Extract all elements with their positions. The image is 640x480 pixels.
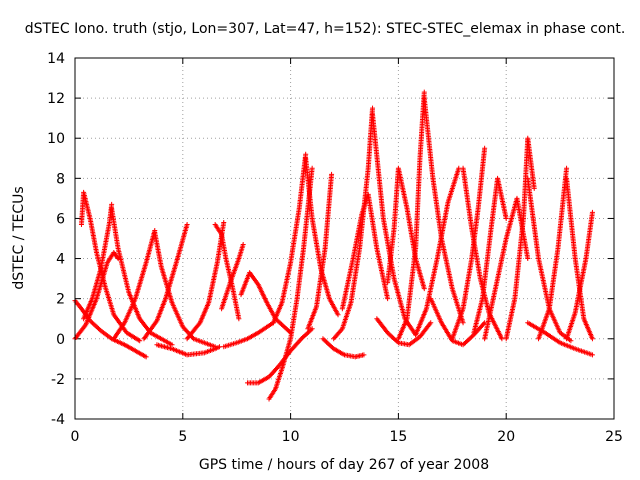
data-point [137,338,143,344]
plot-frame [74,57,615,420]
x-tick-label: 5 [178,429,187,445]
data-point [184,221,190,227]
data-point [589,352,595,358]
series-29 [449,145,488,342]
data-point [568,338,574,344]
series-marks [72,89,595,402]
series-26 [421,95,466,326]
data-point [589,336,595,342]
data-point [460,320,466,326]
series-30 [460,165,505,342]
series-23 [385,165,427,292]
data-point [564,165,570,171]
y-axis-label: dSTEC / TECUs [11,186,27,289]
data-point [143,354,149,360]
series-20 [320,336,367,360]
x-tick-label: 15 [389,429,407,445]
y-tick-label: 14 [47,51,65,67]
data-point [525,256,531,262]
series-18 [305,171,335,332]
data-point [216,344,222,350]
y-tick-label: 2 [56,292,65,308]
series-5 [111,227,158,342]
series-21 [339,191,391,312]
data-point [236,316,242,322]
data-point [361,352,367,358]
x-tick-label: 0 [71,429,80,445]
series-24 [374,316,434,348]
data-point [589,209,595,215]
series-27 [413,165,462,338]
data-point [221,219,227,225]
data-point [335,312,341,318]
series-8 [154,342,222,358]
series-11 [221,320,276,350]
data-point [421,286,427,292]
y-tick-label: -2 [51,372,65,388]
data-point [309,165,315,171]
data-point [329,171,335,177]
series-13 [238,270,294,336]
series-37 [564,209,595,342]
y-tick-label: 10 [47,131,65,147]
y-tick-label: 12 [47,91,65,107]
series-6 [152,229,218,350]
series-35 [536,165,570,342]
x-tick-label: 10 [282,429,300,445]
series-9 [212,221,242,322]
data-point [421,89,427,95]
series-15 [266,165,315,402]
series-28 [428,296,488,348]
series-38 [525,320,595,358]
x-tick-label: 25 [605,429,623,445]
data-point [499,336,505,342]
data-point [370,105,376,111]
y-tick-label: 8 [56,171,65,187]
series-12 [219,242,246,312]
data-point [428,320,434,326]
data-point [309,326,315,332]
series-31 [471,175,509,336]
series-16 [270,151,309,326]
series-1 [72,250,121,342]
data-point [240,242,246,248]
x-axis-label: GPS time / hours of day 267 of year 2008 [199,457,489,473]
x-tick-label: 20 [497,429,515,445]
y-tick-label: 4 [56,252,65,268]
chart-title: dSTEC Iono. truth (stjo, Lon=307, Lat=47… [25,21,626,37]
series-17 [303,155,341,318]
y-tick-label: -4 [51,412,65,428]
series-19 [331,105,376,342]
data-point [482,145,488,151]
y-tick-label: 0 [56,332,65,348]
data-point [531,185,537,191]
tick-labels: 0 5 10 15 20 25 -4 -2 0 2 4 6 8 10 12 14 [47,51,623,445]
series-33 [503,135,537,342]
data-point [385,296,391,302]
series-7 [141,221,190,342]
series-10 [184,219,227,342]
data-point [456,165,462,171]
data-point [503,215,509,221]
y-tick-label: 6 [56,211,65,227]
series-34 [525,175,574,344]
